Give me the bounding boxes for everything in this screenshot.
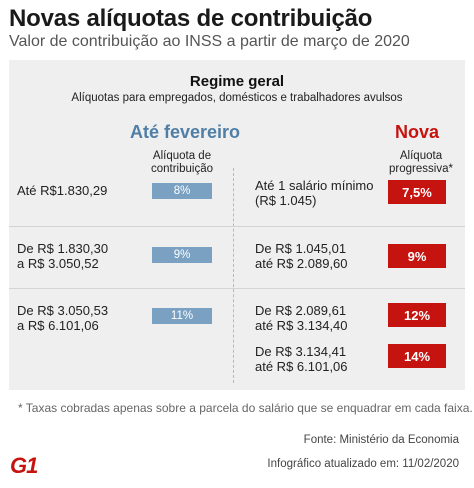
new-range-4: De R$ 3.134,41 até R$ 6.101,06 <box>255 344 348 374</box>
g1-logo-text: G1 <box>10 453 38 478</box>
page-subtitle: Valor de contribuição ao INSS a partir d… <box>9 33 410 50</box>
new-range-2: De R$ 1.045,01 até R$ 2.089,60 <box>255 241 348 271</box>
new-range-1-from: Até 1 salário mínimo <box>255 178 374 193</box>
column-divider <box>233 168 234 383</box>
content-panel <box>9 60 465 390</box>
new-range-4-from: De R$ 3.134,41 <box>255 344 347 359</box>
old-range-3: De R$ 3.050,53 a R$ 6.101,06 <box>17 303 108 333</box>
regime-title: Regime geral <box>189 73 285 90</box>
row-divider <box>9 226 465 227</box>
old-range-2-from: De R$ 1.830,30 <box>17 241 109 256</box>
source-credit: Fonte: Ministério da Economia <box>303 434 459 446</box>
new-range-2-to: até R$ 2.089,60 <box>255 256 348 271</box>
g1-logo: G1 <box>10 453 38 479</box>
new-range-2-from: De R$ 1.045,01 <box>255 241 347 256</box>
new-rates-subheading: Alíquota progressiva* <box>389 150 453 175</box>
new-range-3: De R$ 2.089,61 até R$ 3.134,40 <box>255 303 348 333</box>
new-range-3-from: De R$ 2.089,61 <box>255 303 347 318</box>
old-range-3-to: a R$ 6.101,06 <box>17 318 99 333</box>
new-range-1-to: (R$ 1.045) <box>255 193 317 208</box>
new-rates-heading: Nova <box>395 122 440 142</box>
new-rate-badge-2: 9% <box>388 244 446 268</box>
page-title: Novas alíquotas de contribuição <box>9 5 373 32</box>
old-rate-badge-1: 8% <box>152 183 212 199</box>
regime-subtitle: Alíquotas para empregados, domésticos e … <box>71 92 403 104</box>
old-rates-heading: Até fevereiro <box>130 122 241 142</box>
old-range-3-from: De R$ 3.050,53 <box>17 303 109 318</box>
new-range-4-to: até R$ 6.101,06 <box>255 359 348 374</box>
new-rate-badge-4: 14% <box>388 344 446 368</box>
row-divider <box>9 288 465 289</box>
new-range-1: Até 1 salário mínimo (R$ 1.045) <box>255 178 374 208</box>
old-range-2: De R$ 1.830,30 a R$ 3.050,52 <box>17 241 108 271</box>
old-rate-badge-3: 11% <box>152 308 212 324</box>
old-rates-subheading: Alíquota de contribuição <box>150 150 213 175</box>
old-range-2-to: a R$ 3.050,52 <box>17 256 99 271</box>
old-rate-badge-2: 9% <box>152 247 212 263</box>
new-range-3-to: até R$ 3.134,40 <box>255 318 348 333</box>
old-range-1: Até R$1.830,29 <box>17 183 108 198</box>
footnote: * Taxas cobradas apenas sobre a parcela … <box>18 401 473 415</box>
update-date: Infográfico atualizado em: 11/02/2020 <box>267 458 459 470</box>
new-rate-badge-3: 12% <box>388 303 446 327</box>
new-rate-badge-1: 7,5% <box>388 180 446 204</box>
